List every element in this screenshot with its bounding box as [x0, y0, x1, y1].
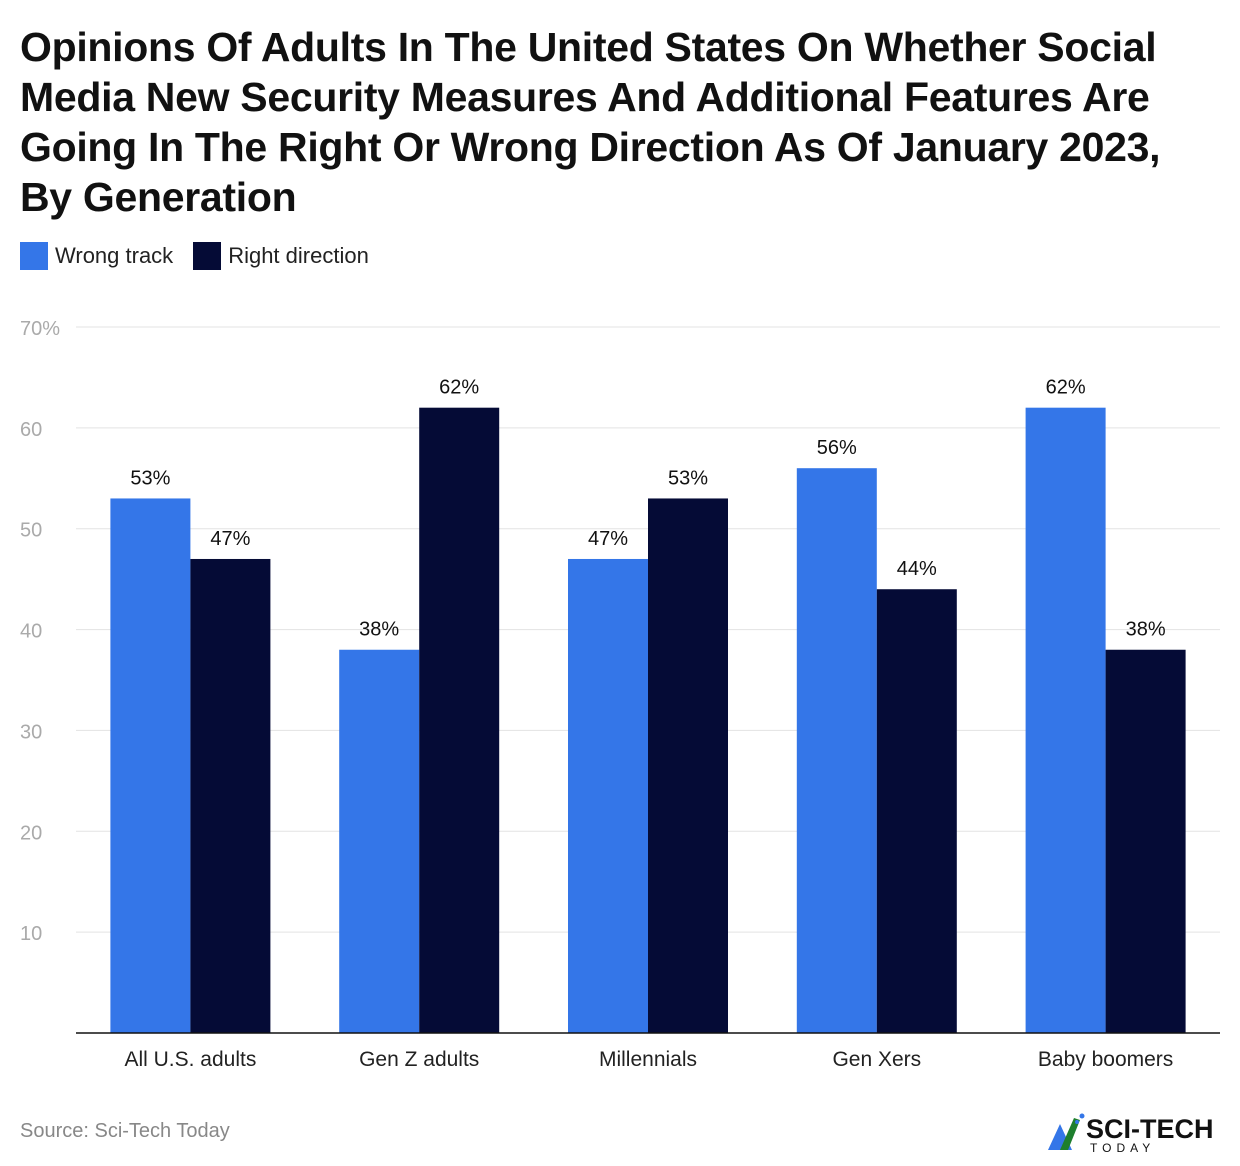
legend-swatch-right-direction — [193, 242, 222, 270]
data-label: 47% — [588, 528, 628, 550]
data-label: 53% — [668, 467, 708, 489]
bar-wrong-track — [1025, 407, 1106, 1034]
data-label: 38% — [359, 619, 399, 641]
y-tick-label: 60 — [20, 419, 42, 441]
bar-wrong-track — [110, 498, 191, 1033]
x-tick-label: Gen Z adults — [359, 1048, 479, 1071]
y-tick-label: 10 — [20, 923, 42, 945]
svg-text:TODAY: TODAY — [1090, 1141, 1155, 1154]
y-tick-label: 20 — [20, 822, 42, 844]
chart-title: Opinions Of Adults In The United States … — [20, 24, 1161, 220]
bar-wrong-track — [796, 468, 877, 1033]
data-label: 62% — [439, 377, 479, 399]
data-label: 62% — [1046, 377, 1086, 399]
bar-wrong-track — [568, 558, 648, 1033]
svg-text:SCI-TECH: SCI-TECH — [1086, 1114, 1214, 1144]
x-tick-label: Millennials — [599, 1048, 697, 1071]
x-tick-label: Baby boomers — [1038, 1048, 1173, 1071]
data-label: 53% — [130, 467, 170, 489]
y-tick-label: 50 — [20, 520, 42, 542]
bar-right-direction — [876, 589, 957, 1033]
data-label: 44% — [897, 558, 937, 580]
data-label: 56% — [817, 437, 857, 459]
y-tick-label: 40 — [20, 621, 42, 643]
x-tick-label: Gen Xers — [832, 1048, 921, 1071]
legend-item-right-direction: Right direction — [193, 242, 369, 270]
y-tick-label: 30 — [20, 721, 42, 743]
bar-right-direction — [190, 558, 271, 1033]
bar-wrong-track — [339, 649, 420, 1033]
bar-right-direction — [419, 407, 500, 1034]
x-tick-label: All U.S. adults — [124, 1048, 256, 1071]
legend-item-wrong-track: Wrong track — [20, 242, 173, 270]
bar-right-direction — [1105, 649, 1186, 1033]
y-tick-label: 70% — [20, 318, 60, 340]
source-note: Source: Sci-Tech Today — [20, 1120, 230, 1142]
legend-swatch-wrong-track — [20, 242, 48, 270]
sci-tech-today-logo: SCI-TECH TODAY — [1048, 1113, 1214, 1154]
legend-label: Right direction — [228, 243, 369, 268]
data-label: 47% — [210, 528, 250, 550]
data-label: 38% — [1126, 619, 1166, 641]
legend-label: Wrong track — [55, 243, 174, 268]
legend: Wrong track Right direction — [20, 242, 369, 270]
bar-right-direction — [648, 498, 728, 1033]
